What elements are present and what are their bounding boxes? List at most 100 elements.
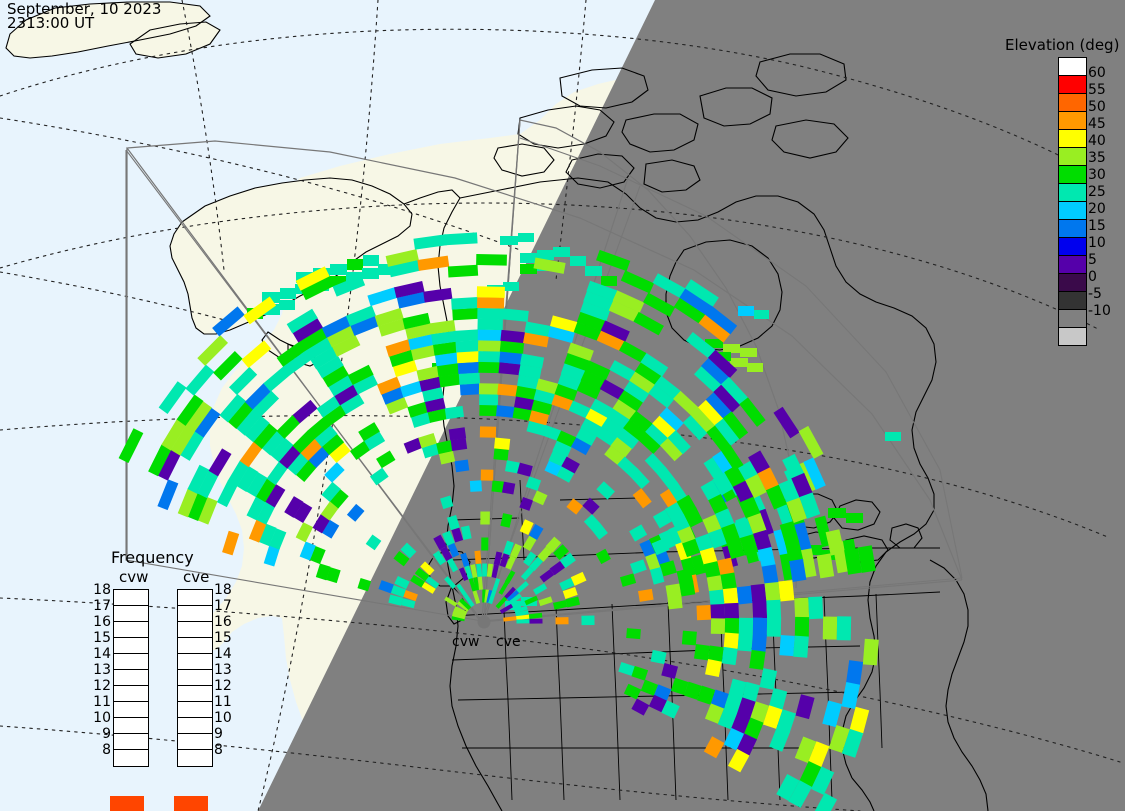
- backscatter-cell: [786, 497, 807, 523]
- backscatter-cell: [495, 596, 508, 609]
- frequency-tick-17: 17: [93, 598, 111, 614]
- backscatter-cell: [266, 461, 289, 486]
- backscatter-cell: [703, 561, 721, 580]
- backscatter-cell: [477, 307, 504, 320]
- backscatter-cell: [347, 259, 363, 270]
- backscatter-cell: [491, 564, 499, 579]
- backscatter-cell: [479, 426, 497, 438]
- backscatter-cell: [640, 353, 669, 377]
- backscatter-cell: [263, 545, 280, 567]
- backscatter-cell: [565, 596, 581, 608]
- frequency-tick-11: 11: [214, 694, 232, 710]
- backscatter-cell: [310, 346, 339, 370]
- backscatter-cell: [723, 344, 740, 353]
- backscatter-cell: [673, 297, 707, 325]
- backscatter-cell: [385, 339, 412, 357]
- backscatter-cell: [596, 481, 615, 500]
- backscatter-cell: [212, 306, 245, 337]
- backscatter-cell: [799, 492, 821, 519]
- backscatter-cell: [456, 583, 468, 597]
- backscatter-cell: [227, 460, 250, 487]
- backscatter-cell: [710, 603, 726, 621]
- backscatter-cell: [503, 282, 519, 291]
- frequency-cell: [114, 590, 148, 606]
- backscatter-cell: [634, 362, 662, 386]
- backscatter-cell: [494, 437, 511, 450]
- backscatter-cell: [533, 389, 556, 405]
- backscatter-cell: [728, 678, 747, 700]
- backscatter-cell: [287, 452, 310, 476]
- backscatter-cell: [473, 576, 480, 591]
- backscatter-cell: [458, 372, 481, 385]
- backscatter-cell: [377, 376, 402, 395]
- backscatter-cell: [528, 524, 544, 541]
- backscatter-cell: [695, 533, 714, 553]
- backscatter-cell: [705, 339, 723, 348]
- backscatter-cell: [431, 330, 457, 346]
- backscatter-cell: [580, 370, 606, 390]
- backscatter-cell: [857, 545, 876, 573]
- backscatter-cell: [610, 437, 633, 458]
- backscatter-cell: [512, 406, 533, 421]
- colorbar-swatch-2: [1059, 94, 1086, 112]
- backscatter-cell: [623, 683, 642, 700]
- backscatter-cell: [553, 247, 570, 257]
- frequency-tick-16: 16: [93, 614, 111, 630]
- backscatter-cell: [514, 605, 528, 614]
- backscatter-cell: [795, 694, 815, 720]
- backscatter-cell: [573, 321, 602, 342]
- backscatter-cell: [631, 698, 650, 716]
- backscatter-cell: [532, 490, 548, 506]
- backscatter-cell: [703, 736, 725, 759]
- backscatter-cell: [557, 373, 582, 392]
- backscatter-cell: [498, 581, 509, 595]
- backscatter-cell: [400, 380, 424, 398]
- backscatter-cell: [552, 599, 568, 610]
- backscatter-cell: [681, 630, 697, 646]
- backscatter-cell: [638, 431, 661, 454]
- backscatter-cell: [394, 280, 425, 299]
- backscatter-cell: [444, 232, 478, 246]
- backscatter-cell: [353, 374, 379, 395]
- backscatter-cell: [616, 428, 640, 450]
- backscatter-cell: [458, 567, 469, 582]
- backscatter-cell: [332, 335, 361, 357]
- backscatter-cell: [690, 407, 716, 434]
- backscatter-cell: [554, 383, 578, 402]
- backscatter-cell: [326, 567, 341, 584]
- backscatter-cell: [845, 660, 864, 687]
- backscatter-cell: [216, 480, 238, 508]
- frequency-cell: [114, 670, 148, 686]
- backscatter-cell: [717, 557, 735, 577]
- backscatter-cell: [472, 590, 481, 604]
- backscatter-cell: [595, 426, 618, 447]
- backscatter-cells: [118, 232, 901, 811]
- backscatter-cell: [488, 590, 497, 605]
- backscatter-cell: [219, 393, 246, 423]
- frequency-cell: [114, 606, 148, 622]
- frequency-cell: [178, 654, 212, 670]
- colorbar-label-20: 20: [1088, 201, 1106, 217]
- backscatter-cell: [378, 264, 394, 275]
- backscatter-cell: [618, 340, 648, 364]
- backscatter-cell: [451, 297, 479, 310]
- backscatter-cell: [477, 297, 505, 309]
- backscatter-cell: [750, 583, 767, 604]
- backscatter-cell: [388, 594, 403, 606]
- backscatter-cell: [788, 780, 813, 808]
- frequency-tick-11: 11: [93, 694, 111, 710]
- backscatter-cell: [710, 689, 729, 710]
- backscatter-cell: [607, 408, 631, 429]
- backscatter-cell: [262, 292, 280, 303]
- backscatter-cell: [520, 253, 537, 263]
- backscatter-cell: [791, 472, 814, 500]
- backscatter-cell: [495, 405, 515, 418]
- backscatter-cell: [265, 484, 286, 508]
- frequency-cell: [114, 622, 148, 638]
- backscatter-cell: [773, 406, 800, 439]
- backscatter-cell: [298, 327, 329, 352]
- backscatter-cell: [519, 519, 534, 536]
- colorbar-label-25: 25: [1088, 184, 1106, 200]
- backscatter-cell: [118, 428, 144, 464]
- backscatter-cell: [679, 580, 696, 597]
